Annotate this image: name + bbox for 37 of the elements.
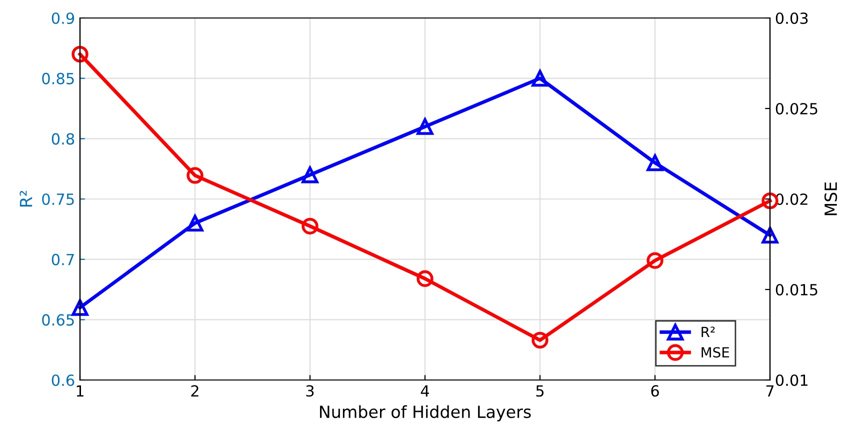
point [186, 214, 204, 232]
x-tick-label: 7 [766, 385, 774, 396]
y-tick-label: 0.6 [52, 374, 74, 386]
y2-axis-title: MSE [824, 182, 838, 216]
point [646, 154, 664, 172]
x-axis-title: Number of Hidden Layers [320, 405, 531, 422]
legend-label: R² [702, 326, 715, 337]
y-tick-label: 0.8 [52, 133, 74, 145]
point [72, 46, 88, 63]
point [416, 270, 434, 287]
point [646, 252, 664, 269]
y-tick-label: 0.75 [42, 193, 74, 206]
y2-tick-label: 0.015 [776, 284, 818, 296]
point [532, 70, 548, 87]
point [762, 192, 778, 210]
x-tick-label: 5 [536, 385, 544, 397]
point [302, 166, 318, 184]
x-tick-label: 6 [651, 385, 659, 397]
point [186, 167, 204, 184]
y-tick-label: 0.9 [52, 12, 74, 24]
y-tick-label: 0.7 [52, 254, 74, 266]
y-tick-label: 0.85 [42, 72, 74, 84]
y-tick-label: 0.65 [42, 314, 74, 326]
y2-tick-label: 0.01 [776, 374, 808, 386]
x-tick-label: 2 [191, 385, 198, 396]
point [72, 299, 88, 316]
point [762, 226, 778, 244]
point [302, 218, 318, 234]
point [532, 332, 548, 349]
x-tick-label: 1 [76, 385, 84, 396]
point [416, 118, 434, 135]
legend-label: MSE [702, 347, 730, 358]
y2-tick-label: 0.025 [776, 102, 818, 115]
y-axis-title: R² [20, 190, 32, 206]
x-tick-label: 4 [420, 385, 430, 396]
x-tick-label: 3 [306, 385, 314, 397]
y2-tick-label: 0.03 [776, 12, 808, 24]
